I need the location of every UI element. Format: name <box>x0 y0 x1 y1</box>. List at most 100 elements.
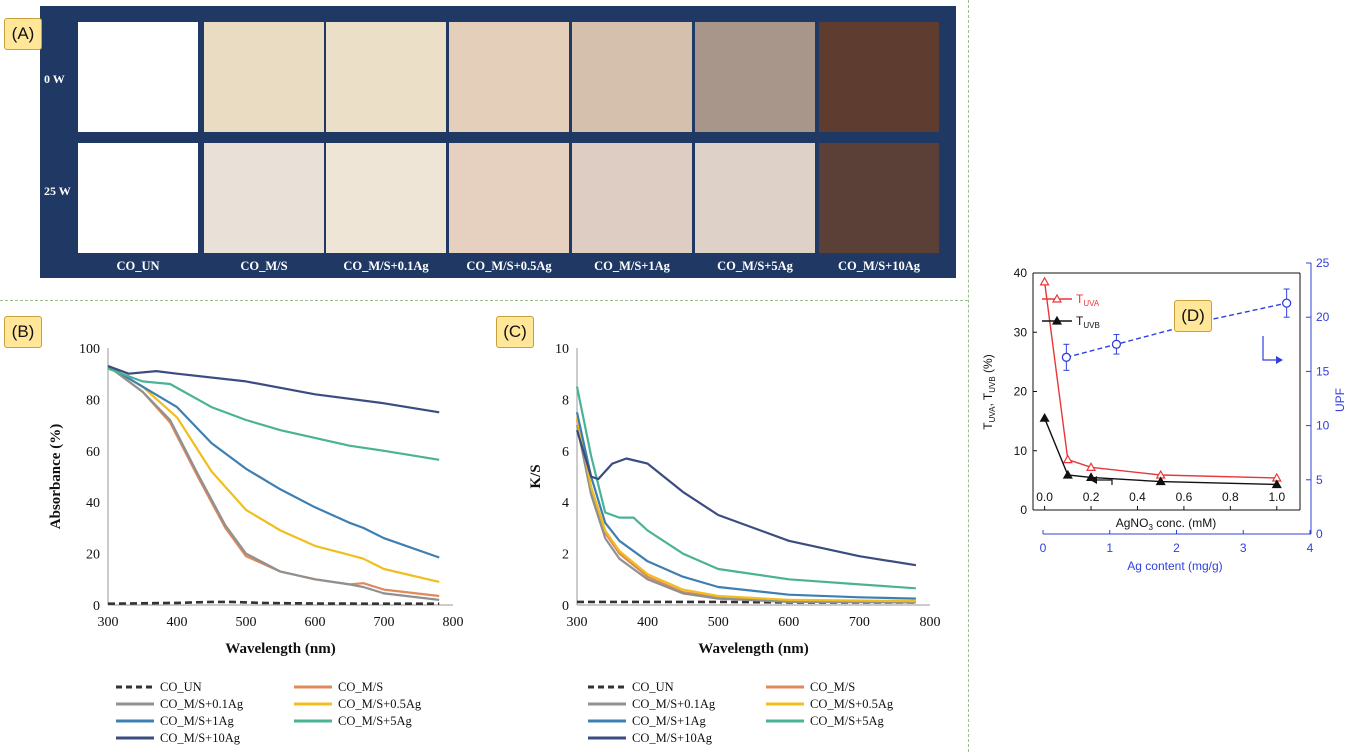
right-tick-label: 0 <box>1316 527 1323 541</box>
swatch-co-un-0w <box>78 22 198 132</box>
legend-entry: TUVA <box>1076 292 1100 308</box>
y-tick-label: 0 <box>93 599 100 614</box>
panel-label-d: (D) <box>1174 300 1212 332</box>
y-axis-label: K/S <box>528 464 544 488</box>
x-tick-label: 500 <box>708 615 729 630</box>
panel-label-c: (C) <box>496 316 534 348</box>
y-tick-label: 60 <box>86 445 100 460</box>
x-tick-label: 600 <box>305 615 326 630</box>
legend-marker <box>1051 315 1063 325</box>
swatch-co-m-s-0w <box>204 22 324 132</box>
series-line-co-m-s <box>575 419 916 604</box>
y-tick-label: 40 <box>1014 266 1028 280</box>
column-label: CO_M/S+0.5Ag <box>466 259 552 273</box>
series-line-co-m-s-0-5ag <box>107 365 440 583</box>
legend-entry: CO_UN <box>160 680 202 694</box>
legend-entry: CO_M/S <box>338 680 383 694</box>
x-tick-label: 1.0 <box>1268 490 1285 504</box>
uv-upf-chart: 0 5 10 15 20 25 UPF 0 1 2 3 4 Ag content (mg/g) 0 10 20… <box>981 256 1345 573</box>
column-label: CO_M/S+1Ag <box>594 259 670 273</box>
y-tick-label: 10 <box>555 342 569 357</box>
data-point-tuvb <box>1062 469 1073 479</box>
series-line-co-m-s-10ag <box>575 429 917 567</box>
legend-entry: CO_M/S+0.5Ag <box>810 697 894 711</box>
x-tick-label: 800 <box>443 615 464 630</box>
legend-marker <box>1051 293 1063 303</box>
x-tick-label: 0.8 <box>1222 490 1239 504</box>
y-tick-label: 4 <box>562 496 569 511</box>
y-tick-label: 8 <box>562 393 569 408</box>
x2-axis-label: Ag content (mg/g) <box>1127 559 1222 573</box>
swatch-co-m-s-25w <box>204 143 324 253</box>
y-tick-label: 100 <box>79 342 100 357</box>
legend-entry: CO_M/S+0.5Ag <box>338 697 422 711</box>
y-tick-label: 0 <box>562 599 569 614</box>
legend-entry: TUVB <box>1076 314 1100 330</box>
series-line-co-m-s-0-1ag <box>575 424 916 604</box>
x2-tick-label: 2 <box>1173 541 1180 555</box>
x-tick-label: 0.2 <box>1083 490 1100 504</box>
panel-label-a: (A) <box>4 18 42 50</box>
data-point-tuvb <box>1271 479 1282 489</box>
series-line-upf <box>1066 302 1287 358</box>
legend-entry: CO_M/S+1Ag <box>632 714 706 728</box>
y-tick-label: 20 <box>86 548 100 563</box>
swatch-co-m-s-0-5ag-0w <box>449 22 569 132</box>
data-point-tuva <box>1039 276 1050 286</box>
series-line-co-m-s-0-1ag <box>107 365 440 601</box>
x2-tick-label: 4 <box>1307 541 1314 555</box>
x-tick-label: 600 <box>778 615 799 630</box>
swatch-co-m-s-10ag-25w <box>819 143 939 253</box>
swatch-co-m-s-10ag-0w <box>819 22 939 132</box>
y-tick-label: 80 <box>86 393 100 408</box>
x-tick-label: 0.6 <box>1176 490 1193 504</box>
legend-entry: CO_UN <box>632 680 674 694</box>
series-line-co-m-s <box>107 365 440 598</box>
swatch-co-m-s-0-1ag-0w <box>326 22 446 132</box>
right-axis-label: UPF <box>1333 388 1345 412</box>
legend-entry: CO_M/S+0.1Ag <box>632 697 716 711</box>
swatch-co-m-s-0-5ag-25w <box>449 143 569 253</box>
y-axis-label: TUVA, TUVB (%) <box>981 354 997 429</box>
x-tick-label: 300 <box>567 615 588 630</box>
right-tick-label: 25 <box>1316 256 1330 270</box>
x-axis-label: Wavelength (nm) <box>225 641 335 657</box>
x-tick-label: 700 <box>849 615 870 630</box>
left-axis-pointer <box>1090 479 1113 485</box>
x-tick-label: 300 <box>98 615 119 630</box>
data-point-upf <box>1111 339 1122 349</box>
x-tick-label: 0.4 <box>1129 490 1146 504</box>
row-label: 25 W <box>44 184 71 198</box>
x-axis-label: AgNO3 conc. (mM) <box>1116 516 1216 532</box>
column-label: CO_M/S <box>240 259 288 273</box>
legend-entry: CO_M/S+1Ag <box>160 714 234 728</box>
x-tick-label: 400 <box>167 615 188 630</box>
data-point-tuvb <box>1155 476 1166 486</box>
legend-entry: CO_M/S <box>810 680 855 694</box>
swatch-co-un-25w <box>78 143 198 253</box>
y-axis-label: Absorbance (%) <box>48 424 64 529</box>
right-tick-label: 15 <box>1316 364 1330 378</box>
series-line-co-m-s-5ag <box>575 386 916 590</box>
y-tick-label: 30 <box>1014 325 1028 339</box>
y-tick-label: 2 <box>562 548 569 563</box>
series-line-co-un <box>107 600 440 605</box>
row-label: 0 W <box>44 72 65 86</box>
series-line-co-m-s-5ag <box>107 367 440 461</box>
x-tick-label: 800 <box>920 615 941 630</box>
y-tick-label: 6 <box>562 445 569 460</box>
series-line-co-m-s-10ag <box>107 364 440 414</box>
x-tick-label: 0.0 <box>1036 490 1053 504</box>
x-axis-label: Wavelength (nm) <box>698 641 808 657</box>
column-label: CO_M/S+5Ag <box>717 259 793 273</box>
x-tick-label: 400 <box>637 615 658 630</box>
column-label: CO_M/S+0.1Ag <box>343 259 429 273</box>
y-tick-label: 10 <box>1014 444 1028 458</box>
vertical-divider <box>968 0 969 752</box>
fabric-swatch-panel: 0 W 25 W CO_UN CO_M/S CO_M/S+0.1Ag CO_M/S+0.5… <box>40 6 956 278</box>
data-point-upf <box>1061 352 1072 362</box>
horizontal-divider <box>0 300 968 301</box>
data-point-tuva <box>1086 462 1097 471</box>
data-point-tuva <box>1062 454 1073 464</box>
series-line-co-m-s-1ag <box>107 365 440 559</box>
